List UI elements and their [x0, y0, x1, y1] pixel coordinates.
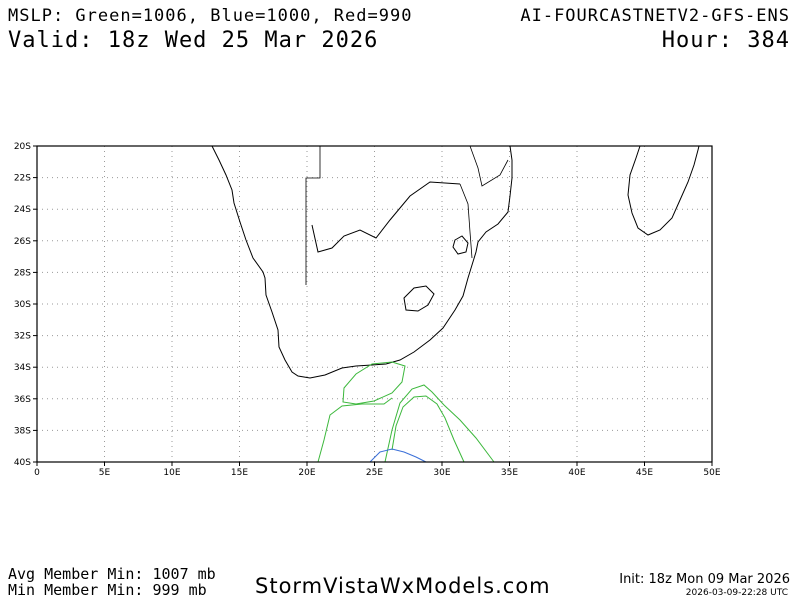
- limpopo-border: [311, 181, 461, 253]
- lon-label: 5E: [99, 468, 111, 478]
- eswatini-border: [452, 235, 469, 255]
- model-name: AI-FOURCASTNETV2-GFS-ENS: [520, 6, 790, 26]
- lon-label: 40E: [568, 468, 585, 478]
- madagascar-coastline: [627, 145, 700, 236]
- lon-label: 20E: [298, 468, 315, 478]
- zimbabwe-border: [469, 145, 509, 187]
- lat-label: 30S: [14, 300, 31, 310]
- green-isobar-1006-trough-west: [317, 397, 393, 463]
- lesotho-border: [403, 285, 435, 312]
- mslp-legend: MSLP: Green=1006, Blue=1000, Red=990: [8, 6, 413, 26]
- forecast-hour: Hour: 384: [661, 28, 790, 53]
- lon-label: 50E: [703, 468, 720, 478]
- lat-label: 26S: [14, 237, 31, 247]
- lat-label: 40S: [14, 458, 31, 468]
- lat-label: 34S: [14, 363, 31, 373]
- green-isobar-1006-trough-east: [384, 384, 495, 463]
- lat-label: 22S: [14, 174, 31, 184]
- lon-label: 25E: [366, 468, 383, 478]
- mozambique-border: [459, 183, 473, 259]
- lat-label: 24S: [14, 205, 31, 215]
- generated-timestamp: 2026-03-09-22:28 UTC: [685, 588, 788, 598]
- map-frame-bg: [37, 146, 712, 462]
- brand-watermark[interactable]: StormVistaWxModels.com: [255, 574, 551, 598]
- valid-time: Valid: 18z Wed 25 Mar 2026: [8, 28, 379, 53]
- lat-label: 28S: [14, 268, 31, 278]
- avg-member-min: Avg Member Min: 1007 mb: [8, 565, 216, 583]
- lat-label: 36S: [14, 395, 31, 405]
- green-isobar-1006-inner: [391, 395, 465, 463]
- latitude-labels: 20S 22S 24S 26S 28S 30S 32S 34S 36S 38S 40S: [14, 142, 37, 468]
- lat-label: 20S: [14, 142, 31, 152]
- lat-label: 32S: [14, 332, 31, 342]
- longitude-labels: 0 5E 10E 15E 20E 25E 30E 35E 40E 45E 50E: [34, 462, 721, 478]
- lon-label: 35E: [501, 468, 518, 478]
- lat-label: 38S: [14, 426, 31, 436]
- min-member-min: Min Member Min: 999 mb: [8, 581, 207, 599]
- blue-isobar-1000: [369, 448, 427, 463]
- coastline: [211, 145, 700, 379]
- init-time: Init: 18z Mon 09 Mar 2026: [619, 572, 790, 587]
- green-isobar-1006-ring: [342, 361, 406, 405]
- africa-coastline: [211, 145, 513, 379]
- lon-label: 0: [34, 468, 40, 478]
- lon-label: 45E: [636, 468, 653, 478]
- lon-label: 15E: [231, 468, 248, 478]
- namibia-border: [305, 146, 321, 285]
- lon-label: 30E: [433, 468, 450, 478]
- lon-label: 10E: [163, 468, 180, 478]
